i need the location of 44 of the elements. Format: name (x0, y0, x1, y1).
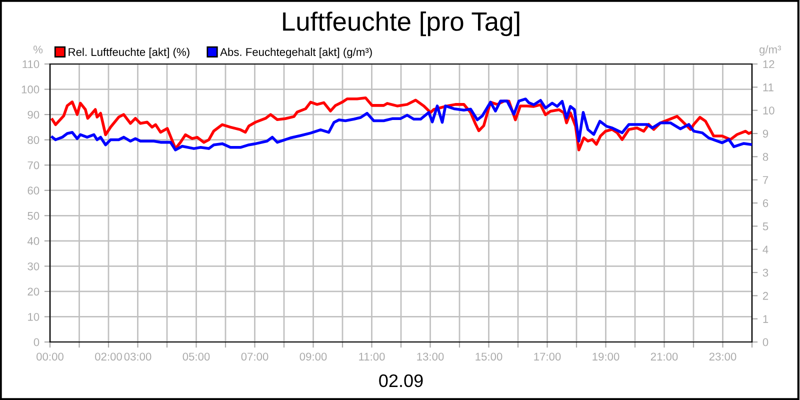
y-tick-label: 0 (34, 338, 40, 346)
y-tick-label: 80 (28, 136, 40, 144)
x-tick-label: 21:00 (650, 352, 678, 361)
y-tick-label: 100 (22, 86, 40, 94)
x-tick-label: 05:00 (182, 352, 210, 361)
y2-tick-label: 6 (762, 199, 768, 208)
y2-tick-label: 7 (762, 176, 768, 184)
legend-label: Rel. Luftfeuchte [akt] (%) (68, 48, 190, 58)
x-tick-label: 11:00 (359, 352, 385, 361)
y2-tick-label: 9 (762, 130, 768, 138)
y2-tick-label: 8 (762, 152, 768, 161)
legend-label: Abs. Feuchtegehalt [akt] (g/m³) (220, 48, 372, 58)
y-tick-label: 60 (28, 186, 40, 194)
y2-tick-label: 2 (762, 292, 768, 300)
y2-tick-label: 10 (763, 106, 774, 114)
y-tick-label: 50 (28, 212, 40, 220)
x-tick-label: 15:00 (476, 352, 502, 361)
chart-title: Luftfeuchte [pro Tag] (283, 12, 520, 36)
y2-tick-label: 11 (763, 84, 774, 92)
y-axis-title: % (33, 46, 43, 54)
x-tick-label: 17:00 (534, 352, 561, 361)
y2-tick-label: 3 (762, 268, 768, 277)
y-tick-label: 40 (27, 237, 40, 246)
x-tick-label: 02:00 (95, 352, 122, 361)
x-tick-label: 13:00 (417, 352, 444, 361)
x-tick-label: 07:00 (241, 352, 268, 361)
y-tick-label: 70 (28, 161, 40, 170)
y-tick-label: 90 (28, 110, 40, 119)
y-tick-label: 10 (28, 312, 40, 321)
x-tick-label: 09:00 (300, 352, 327, 361)
y2-tick-label: 5 (762, 222, 768, 230)
y2-tick-label: 0 (762, 338, 768, 346)
y2-axis-title: g/m³ (759, 45, 782, 56)
x-tick-label: 19:00 (592, 352, 620, 361)
y2-tick-label: 1 (763, 315, 768, 323)
x-tick-label: 00:00 (36, 352, 64, 361)
y-tick-label: 110 (22, 60, 40, 68)
x-tick-label: 03:00 (124, 352, 152, 361)
x-tick-label: 23:00 (709, 352, 736, 361)
y-tick-label: 30 (28, 262, 40, 270)
y2-tick-label: 4 (762, 246, 768, 254)
y2-tick-label: 12 (763, 60, 774, 68)
y-tick-label: 20 (28, 288, 40, 296)
x-axis-title: 02.09 (379, 374, 423, 388)
